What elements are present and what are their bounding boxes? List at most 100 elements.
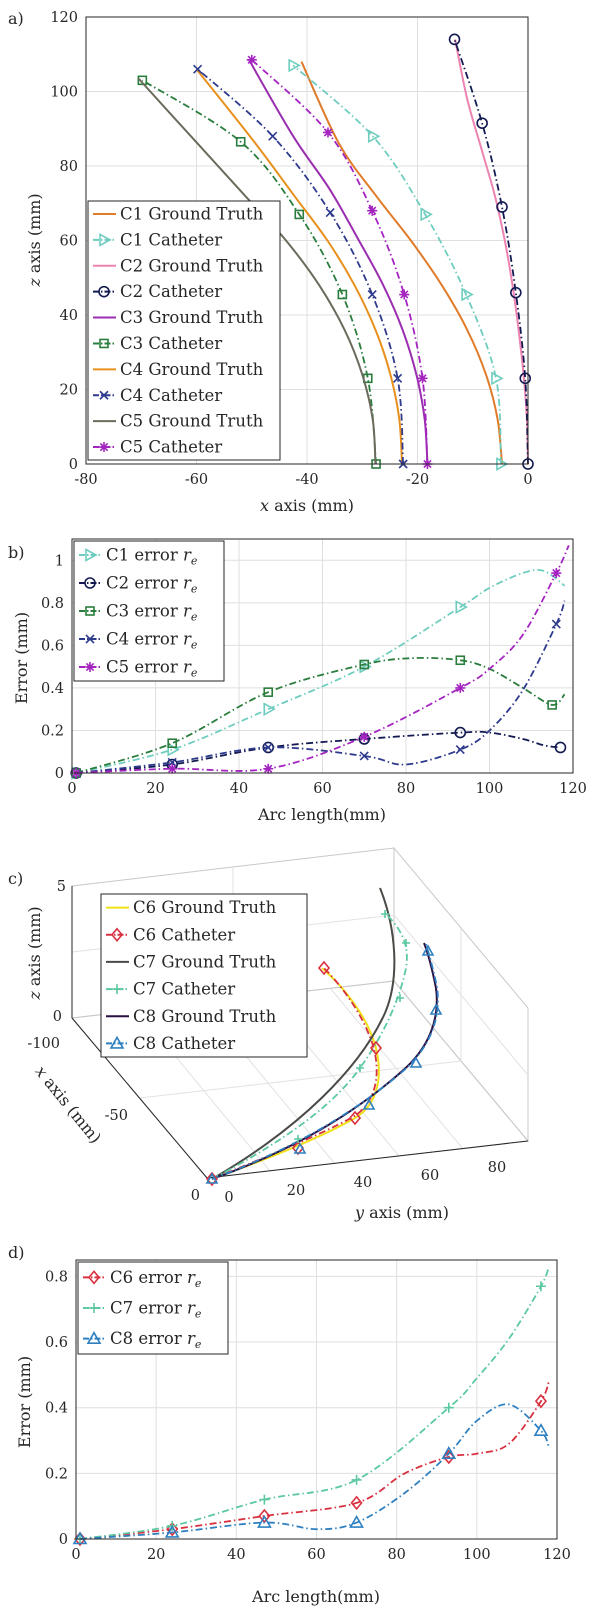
legend-label: C1 error re [106, 546, 198, 568]
panel-c: c) [0, 838, 589, 1230]
series-line-3 [76, 600, 566, 774]
chart-d-legend: C6 error re C7 error re C8 error re [77, 1261, 229, 1355]
data-point [351, 1474, 362, 1485]
data-point [268, 131, 278, 141]
legend-label: C7 error re [110, 1299, 202, 1321]
x-tick: -20 [406, 472, 429, 488]
data-point [420, 207, 433, 222]
legend-marker [98, 285, 110, 298]
legend-marker [85, 548, 98, 562]
data-point [455, 682, 466, 693]
series-line-8 [137, 77, 377, 465]
data-point [288, 58, 301, 73]
series-c7-ground-truth [211, 887, 396, 1180]
data-point [367, 129, 381, 144]
legend-label: C2 error re [106, 574, 198, 596]
series-line-1 [79, 1266, 550, 1540]
data-point [193, 64, 203, 74]
legend-label: C7 Ground Truth [133, 952, 277, 971]
data-point [367, 289, 377, 300]
legend-marker [85, 634, 95, 644]
marker-c8 [409, 1056, 423, 1068]
marker-c8 [205, 1172, 219, 1184]
chart-b-legend: C1 error re C2 error re C3 error re C4 erro… [73, 540, 225, 682]
chart-c-ticks: 5 0 -100 -50 0 0 20 40 60 80 [27, 879, 506, 1206]
legend-label: C2 Ground Truth [120, 256, 264, 275]
panel-b: b) 0 20 40 60 80 100 120 0 0.2 0.4 0.6 0.8 1 Arc len… [0, 520, 589, 838]
y-tick: 0 [59, 1532, 68, 1548]
x-tick: 20 [146, 781, 164, 797]
x-tick: -40 [295, 472, 318, 488]
panel-b-label: b) [8, 543, 24, 562]
data-point [455, 600, 468, 614]
data-point [535, 1281, 546, 1292]
y-tick: 40 [60, 308, 78, 324]
x-tick: 40 [227, 1547, 245, 1563]
y-tick: 1 [55, 553, 64, 569]
x-tick: 60 [313, 781, 331, 797]
chart-d-frame [75, 1259, 558, 1540]
data-point [349, 1514, 364, 1528]
chart-a-svg: a) -80 -60 -40 -20 0 0 20 40 60 80 100 120 x axis (… [8, 9, 534, 515]
y-tick: 0 [55, 766, 64, 782]
y-tick: 0.6 [41, 638, 64, 654]
legend-label: C4 error re [106, 630, 198, 652]
legend-marker [99, 390, 109, 400]
legend-marker [84, 577, 96, 589]
series-line-3 [453, 39, 529, 465]
series-line-0 [79, 1381, 550, 1540]
legend-label: C6 Ground Truth [133, 898, 277, 917]
x-tick: -50 [105, 1108, 128, 1124]
gridline [330, 988, 464, 1150]
legend-label: C4 Catheter [120, 386, 222, 405]
data-point [164, 1524, 180, 1538]
marker-c7 [402, 939, 410, 947]
marker-c7 [381, 910, 389, 918]
x-tick: 120 [559, 781, 587, 797]
legend-label: C8 Ground Truth [133, 1007, 277, 1026]
series-line-4 [248, 59, 429, 465]
y-tick: 100 [50, 85, 78, 101]
chart-a-xlabel: x axis (mm) [260, 496, 354, 515]
data-point [263, 763, 274, 774]
chart-a-series [137, 33, 534, 471]
marker-c8 [421, 944, 435, 956]
chart-a-frame [85, 16, 529, 465]
chart-b-xlabel: Arc length(mm) [257, 805, 386, 824]
data-point [73, 1531, 87, 1547]
panel-d: d) 0 20 40 60 80 100 120 0 0.2 0.4 0.6 0.8 Arc leng… [0, 1230, 589, 1610]
data-point [359, 731, 370, 742]
legend-label: C5 Catheter [120, 438, 222, 457]
data-point [72, 1531, 88, 1545]
x-tick: 0 [191, 1188, 200, 1204]
series-line-1 [76, 730, 561, 774]
x-tick: 80 [397, 781, 415, 797]
x-tick: 80 [387, 1547, 405, 1563]
data-point [337, 289, 348, 300]
data-point [551, 619, 561, 629]
chart-b-ticks: 0 20 40 60 80 100 120 0 0.2 0.4 0.6 0.8 1 [41, 553, 587, 797]
marker-c6 [348, 1110, 362, 1126]
chart-b-frame [71, 538, 574, 774]
y-tick: 0.8 [45, 1269, 68, 1285]
series-line-7 [197, 68, 404, 465]
marker-c8 [362, 1098, 376, 1110]
panel-c-label: c) [8, 869, 23, 888]
data-point [263, 702, 276, 717]
y-axis-line [206, 1140, 529, 1179]
legend-marker [87, 1270, 101, 1285]
x-tick: 60 [307, 1547, 325, 1563]
chart-c-ylabel: y axis (mm) [354, 1203, 449, 1222]
legend-label: C1 Catheter [120, 230, 222, 249]
series-line-0 [300, 61, 503, 465]
data-point [294, 209, 305, 220]
x-tick: 120 [543, 1547, 571, 1563]
data-point [496, 201, 508, 213]
data-point [167, 738, 177, 749]
x-tick: 20 [147, 1547, 165, 1563]
series-line-5 [141, 79, 377, 465]
series-line-9 [251, 59, 429, 465]
chart-b-ylabel: Error (mm) [12, 612, 31, 704]
series-line-1 [292, 64, 502, 465]
data-point [510, 286, 522, 299]
